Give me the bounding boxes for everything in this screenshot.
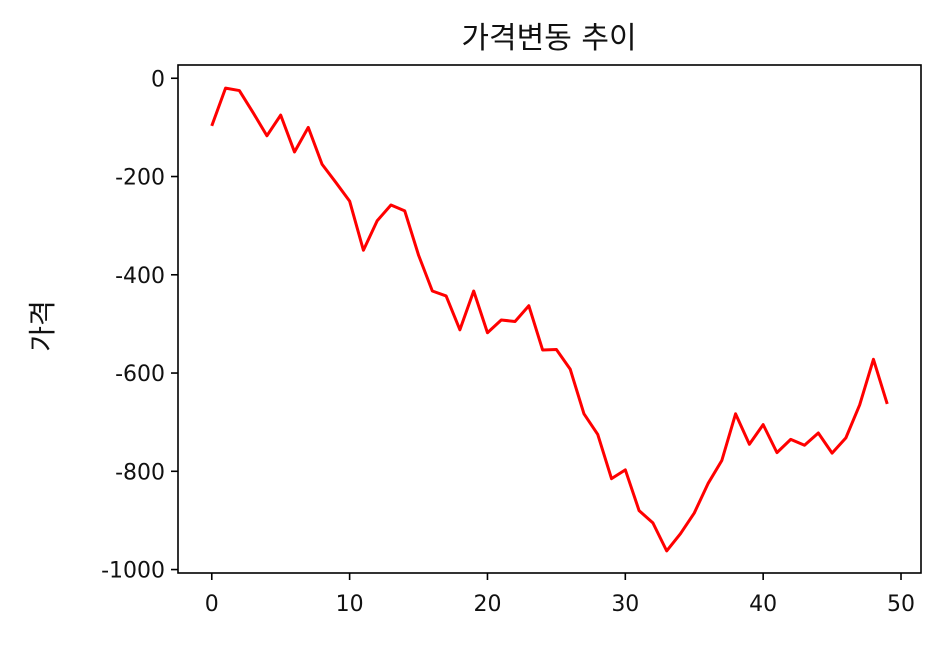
y-tick-label: -600 <box>115 362 165 387</box>
x-tick-label: 40 <box>749 592 777 617</box>
y-tick-label: 0 <box>151 67 165 92</box>
x-tick-label: 0 <box>205 592 219 617</box>
x-tick-label: 30 <box>611 592 639 617</box>
y-tick-label: -1000 <box>101 559 165 584</box>
y-tick-label: -200 <box>115 166 165 191</box>
x-tick-label: 20 <box>473 592 501 617</box>
y-tick-label: -800 <box>115 460 165 485</box>
x-tick-label: 10 <box>336 592 364 617</box>
chart-title: 가격변동 추이 <box>461 21 636 56</box>
y-axis-label: 가격 <box>26 300 59 352</box>
x-tick-label: 50 <box>887 592 915 617</box>
y-tick-label: -400 <box>115 264 165 289</box>
